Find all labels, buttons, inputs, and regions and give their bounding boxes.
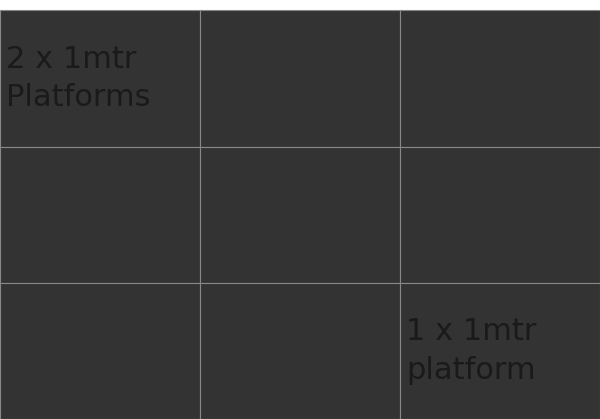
Bar: [200, 10, 400, 147]
Bar: [400, 283, 600, 419]
Bar: [200, 283, 400, 419]
Bar: [200, 147, 400, 283]
Bar: [0, 283, 200, 419]
Text: 1 x 1mtr
platform: 1 x 1mtr platform: [406, 317, 536, 385]
Bar: [0, 10, 200, 147]
Text: 2 x 1mtr
Platforms: 2 x 1mtr Platforms: [6, 45, 151, 112]
Bar: [0, 147, 200, 283]
Bar: [400, 147, 600, 283]
Bar: [400, 10, 600, 147]
